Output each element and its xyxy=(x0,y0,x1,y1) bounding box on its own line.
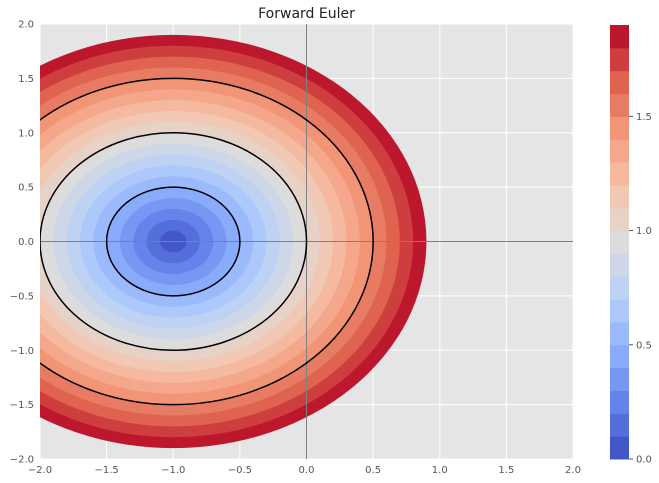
colorbar-segment xyxy=(610,139,629,163)
x-tick-label: 2.0 xyxy=(565,465,581,476)
colorbar-segments xyxy=(610,25,629,460)
y-tick-label: −1.5 xyxy=(10,400,34,411)
contour-lines xyxy=(40,77,374,406)
colorbar: 0.0 0.5 1.0 1.5 xyxy=(610,25,652,466)
x-tick-label: 1.0 xyxy=(432,465,448,476)
contour-line xyxy=(40,132,308,351)
y-tick-label: −1.0 xyxy=(10,346,34,357)
y-tick-label: 2.0 xyxy=(18,20,34,31)
x-tick-label: −1.0 xyxy=(161,465,185,476)
colorbar-segment xyxy=(610,184,629,209)
colorbar-segment xyxy=(610,344,629,369)
colorbar-segment xyxy=(610,116,629,140)
y-tick-label: −0.5 xyxy=(10,291,34,302)
colorbar-segment xyxy=(610,413,629,437)
colorbar-segment xyxy=(610,162,629,186)
x-tick-label: −2.0 xyxy=(28,465,52,476)
x-tick-labels: −2.0 −1.5 −1.0 −0.5 0.0 0.5 1.0 1.5 2.0 xyxy=(28,465,581,476)
colorbar-segment xyxy=(610,70,629,95)
colorbar-segment xyxy=(610,390,629,414)
colorbar-tick-labels: 0.0 0.5 1.0 1.5 xyxy=(629,112,652,466)
colorbar-tick-label: 1.5 xyxy=(636,112,652,123)
contour-line xyxy=(40,77,374,406)
colorbar-tick-label: 1.0 xyxy=(636,226,652,237)
y-tick-label: 0.5 xyxy=(18,183,34,194)
y-tick-label: 1.0 xyxy=(18,128,34,139)
x-tick-label: 0.5 xyxy=(365,465,381,476)
x-tick-label: −0.5 xyxy=(228,465,252,476)
x-tick-label: 1.5 xyxy=(498,465,514,476)
colorbar-tick-label: 0.5 xyxy=(636,340,652,351)
chart-title: Forward Euler xyxy=(258,6,355,22)
colorbar-segment xyxy=(610,207,629,232)
y-tick-label: −2.0 xyxy=(10,455,34,466)
colorbar-segment xyxy=(610,367,629,391)
contour-line xyxy=(105,186,241,297)
y-tick-labels: −2.0 −1.5 −1.0 −0.5 0.0 0.5 1.0 1.5 2.0 xyxy=(10,20,34,466)
colorbar-segment xyxy=(610,25,629,49)
colorbar-segment xyxy=(610,321,629,346)
x-tick-label: −1.5 xyxy=(94,465,118,476)
colorbar-segment xyxy=(610,230,629,254)
colorbar-tick-label: 0.0 xyxy=(636,455,652,466)
colorbar-segment xyxy=(610,299,629,323)
x-tick-label: 0.0 xyxy=(299,465,315,476)
colorbar-segment xyxy=(610,47,629,72)
colorbar-segment xyxy=(610,93,629,117)
y-tick-label: 0.0 xyxy=(18,237,34,248)
colorbar-segment xyxy=(610,276,629,300)
y-tick-label: 1.5 xyxy=(18,74,34,85)
colorbar-segment xyxy=(610,253,629,277)
colorbar-segment xyxy=(610,436,629,460)
